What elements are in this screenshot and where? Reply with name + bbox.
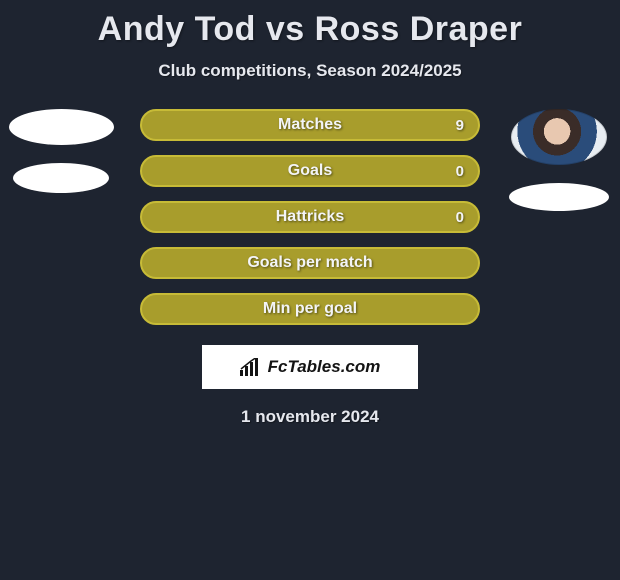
left-slot-1 — [9, 109, 114, 145]
right-player-avatar — [511, 109, 607, 165]
left-slot-2 — [13, 163, 109, 193]
branding-badge: FcTables.com — [202, 345, 418, 389]
stat-bar: Matches9 — [140, 109, 480, 141]
stat-bar: Hattricks0 — [140, 201, 480, 233]
stat-label: Goals per match — [142, 254, 478, 272]
stat-bar: Goals0 — [140, 155, 480, 187]
stat-label: Hattricks — [142, 208, 478, 226]
comparison-content: Matches9Goals0Hattricks0Goals per matchM… — [0, 109, 620, 427]
stat-right-value: 9 — [456, 117, 464, 134]
stat-bar: Min per goal — [140, 293, 480, 325]
page-title: Andy Tod vs Ross Draper — [0, 0, 620, 49]
chart-icon — [240, 358, 262, 376]
stat-right-value: 0 — [456, 209, 464, 226]
right-slot-2 — [509, 183, 609, 211]
stat-label: Matches — [142, 116, 478, 134]
stat-label: Min per goal — [142, 300, 478, 318]
left-player-col — [6, 109, 116, 193]
subtitle: Club competitions, Season 2024/2025 — [0, 61, 620, 81]
stat-right-value: 0 — [456, 163, 464, 180]
stat-label: Goals — [142, 162, 478, 180]
branding-text: FcTables.com — [268, 357, 381, 377]
stat-bar: Goals per match — [140, 247, 480, 279]
stat-bars: Matches9Goals0Hattricks0Goals per matchM… — [140, 109, 480, 325]
date-label: 1 november 2024 — [0, 407, 620, 427]
right-player-col — [504, 109, 614, 211]
